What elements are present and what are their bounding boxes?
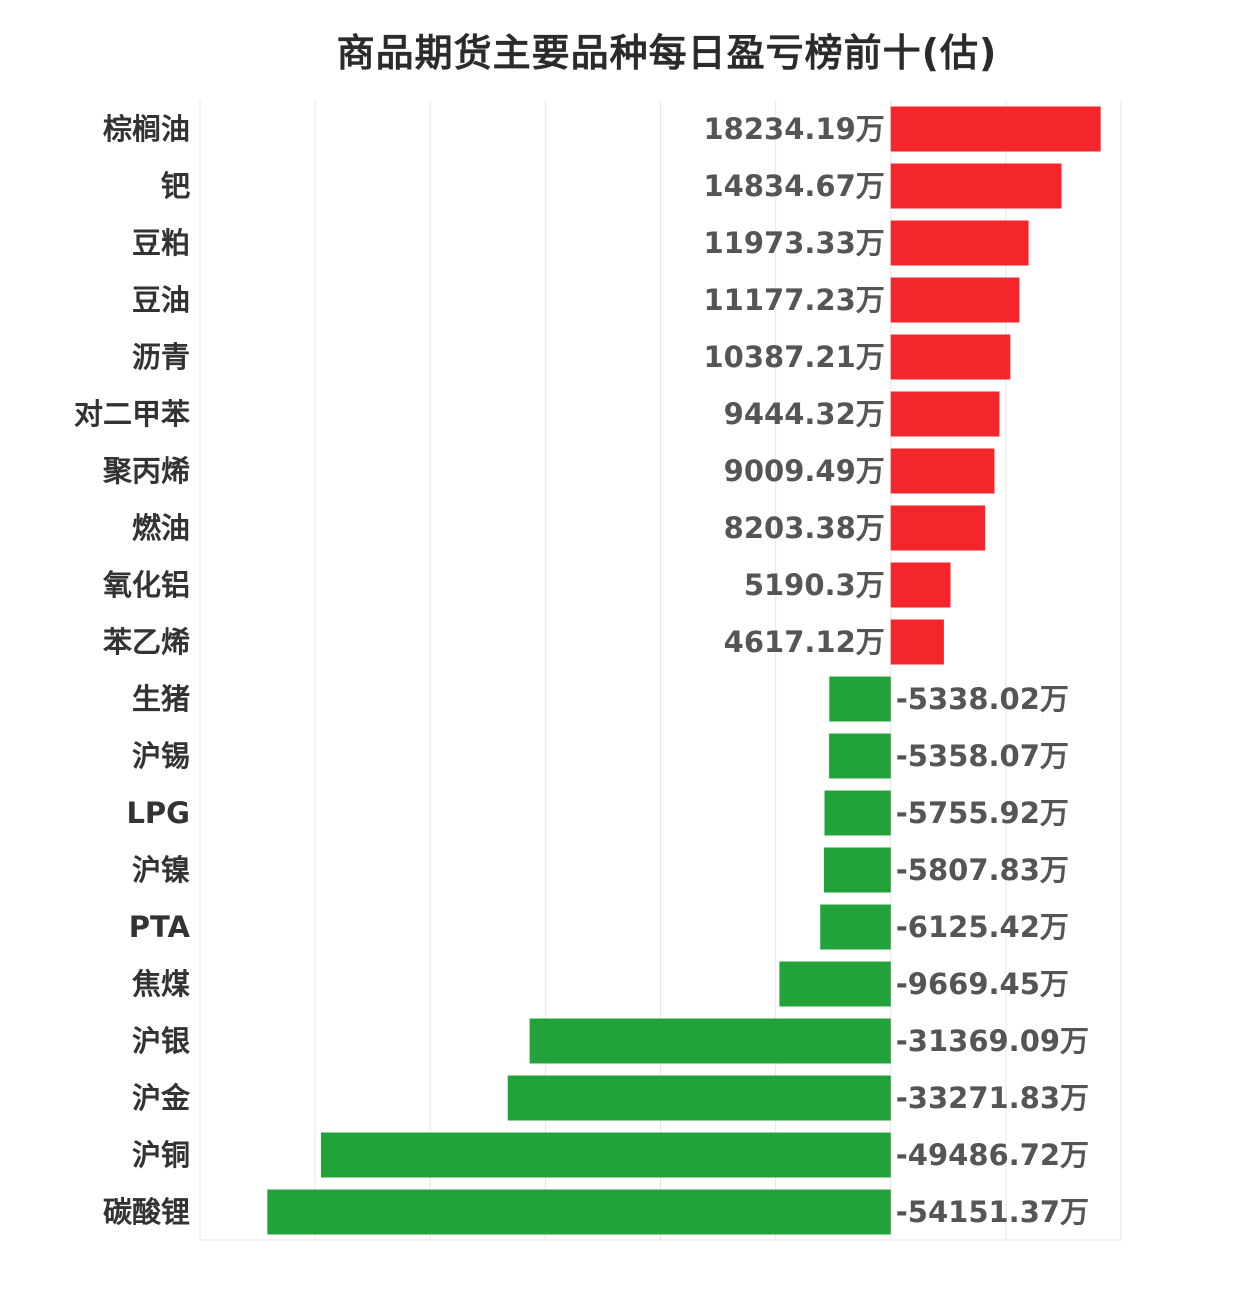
value-label: 11177.23万 <box>703 283 884 317</box>
bar <box>823 847 891 893</box>
value-label: 5190.3万 <box>744 568 885 602</box>
value-label: -5755.92万 <box>896 796 1069 830</box>
category-label: 沪银 <box>132 1024 190 1058</box>
bars <box>267 106 1101 1235</box>
value-label: 18234.19万 <box>703 112 884 146</box>
category-label: 沪镍 <box>132 853 190 887</box>
value-label: -54151.37万 <box>896 1195 1089 1229</box>
value-label: 14834.67万 <box>703 169 884 203</box>
value-label: 9009.49万 <box>724 454 885 488</box>
value-label: -5358.07万 <box>896 739 1069 773</box>
bar <box>890 448 995 494</box>
category-label: 沪锡 <box>132 739 190 773</box>
bar <box>890 334 1011 380</box>
category-label: 氧化铝 <box>102 568 190 602</box>
bar <box>824 790 891 836</box>
bar <box>890 505 986 551</box>
bar <box>829 676 891 722</box>
category-label: 沪铜 <box>132 1138 190 1172</box>
category-label: 钯 <box>161 169 190 203</box>
bar <box>890 277 1020 323</box>
grid-lines <box>199 100 1122 1241</box>
category-label: 聚丙烯 <box>102 454 190 488</box>
bar <box>890 163 1062 209</box>
bar <box>507 1075 891 1121</box>
bar <box>529 1018 891 1064</box>
chart-title: 商品期货主要品种每日盈亏榜前十(估) <box>336 31 998 75</box>
value-label: 9444.32万 <box>724 397 885 431</box>
category-label: 沥青 <box>132 340 190 374</box>
value-label: 4617.12万 <box>724 625 885 659</box>
bar <box>321 1132 891 1178</box>
category-label: 苯乙烯 <box>103 625 190 659</box>
value-label: -5807.83万 <box>896 853 1069 887</box>
bar <box>779 961 891 1007</box>
category-label: 沪金 <box>132 1081 191 1115</box>
category-label: 豆粕 <box>132 226 190 260</box>
bar <box>890 106 1101 152</box>
bar <box>820 904 891 950</box>
category-label: PTA <box>129 910 191 944</box>
category-label: 豆油 <box>132 283 190 317</box>
value-label: -49486.72万 <box>896 1138 1089 1172</box>
bar <box>829 733 891 779</box>
bar <box>267 1189 891 1235</box>
value-label: -33271.83万 <box>896 1081 1089 1115</box>
value-label: 10387.21万 <box>703 340 884 374</box>
category-label: LPG <box>126 796 190 830</box>
value-label: -9669.45万 <box>896 967 1069 1001</box>
value-label: -31369.09万 <box>896 1024 1089 1058</box>
value-label: 8203.38万 <box>724 511 885 545</box>
bar <box>890 220 1029 266</box>
category-label: 棕榈油 <box>103 112 190 146</box>
bar <box>890 619 944 665</box>
value-label: 11973.33万 <box>703 226 884 260</box>
category-label: 生猪 <box>132 682 190 716</box>
category-label: 对二甲苯 <box>74 397 190 431</box>
bar <box>890 562 951 608</box>
value-label: -5338.02万 <box>896 682 1069 716</box>
value-label: -6125.42万 <box>896 910 1069 944</box>
bar <box>890 391 1000 437</box>
category-label: 焦煤 <box>132 967 190 1001</box>
value-labels: 18234.19万 14834.67万 11973.33万 11177.23万 1038… <box>703 112 1089 1229</box>
category-label: 碳酸锂 <box>103 1195 190 1229</box>
category-label: 燃油 <box>132 511 190 545</box>
